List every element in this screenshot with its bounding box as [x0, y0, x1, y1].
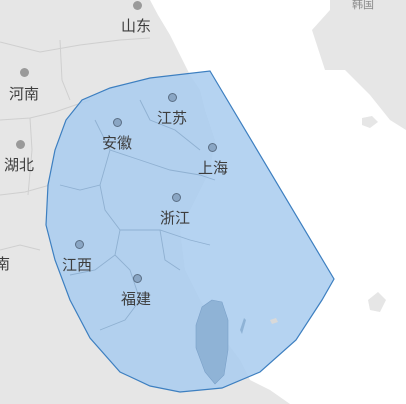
place-dot-anhui[interactable] — [113, 118, 122, 127]
island — [362, 116, 378, 128]
place-dot-hubei — [16, 140, 25, 149]
place-label-jiangsu: 江苏 — [157, 109, 188, 127]
small-island — [240, 318, 246, 334]
place-label-shandong: 山东 — [121, 17, 152, 35]
place-label-anhui: 安徽 — [102, 134, 133, 152]
highlight-region[interactable] — [45, 70, 335, 393]
place-dot-zhejiang[interactable] — [172, 193, 181, 202]
place-dot-jiangxi[interactable] — [75, 240, 84, 249]
place-label-hunan: 南 — [0, 255, 11, 273]
place-label-korea: 韩国 — [352, 0, 374, 11]
place-label-jiangxi: 江西 — [62, 256, 93, 274]
place-dot-henan — [20, 68, 29, 77]
region-internal-borders — [59, 99, 216, 331]
place-dot-fujian[interactable] — [133, 274, 142, 283]
island — [368, 292, 386, 312]
place-dot-jiangsu[interactable] — [168, 93, 177, 102]
korea-landmass — [330, 0, 406, 85]
province-borders — [0, 37, 151, 251]
place-dot-shanghai[interactable] — [208, 143, 217, 152]
small-island — [270, 318, 278, 324]
taiwan-island — [195, 299, 229, 385]
place-label-hubei: 湖北 — [4, 156, 35, 174]
place-label-shanghai: 上海 — [198, 159, 229, 177]
place-label-fujian: 福建 — [121, 290, 152, 308]
place-label-henan: 河南 — [9, 85, 40, 103]
place-dot-shandong — [133, 1, 142, 10]
place-label-zhejiang: 浙江 — [160, 209, 191, 227]
